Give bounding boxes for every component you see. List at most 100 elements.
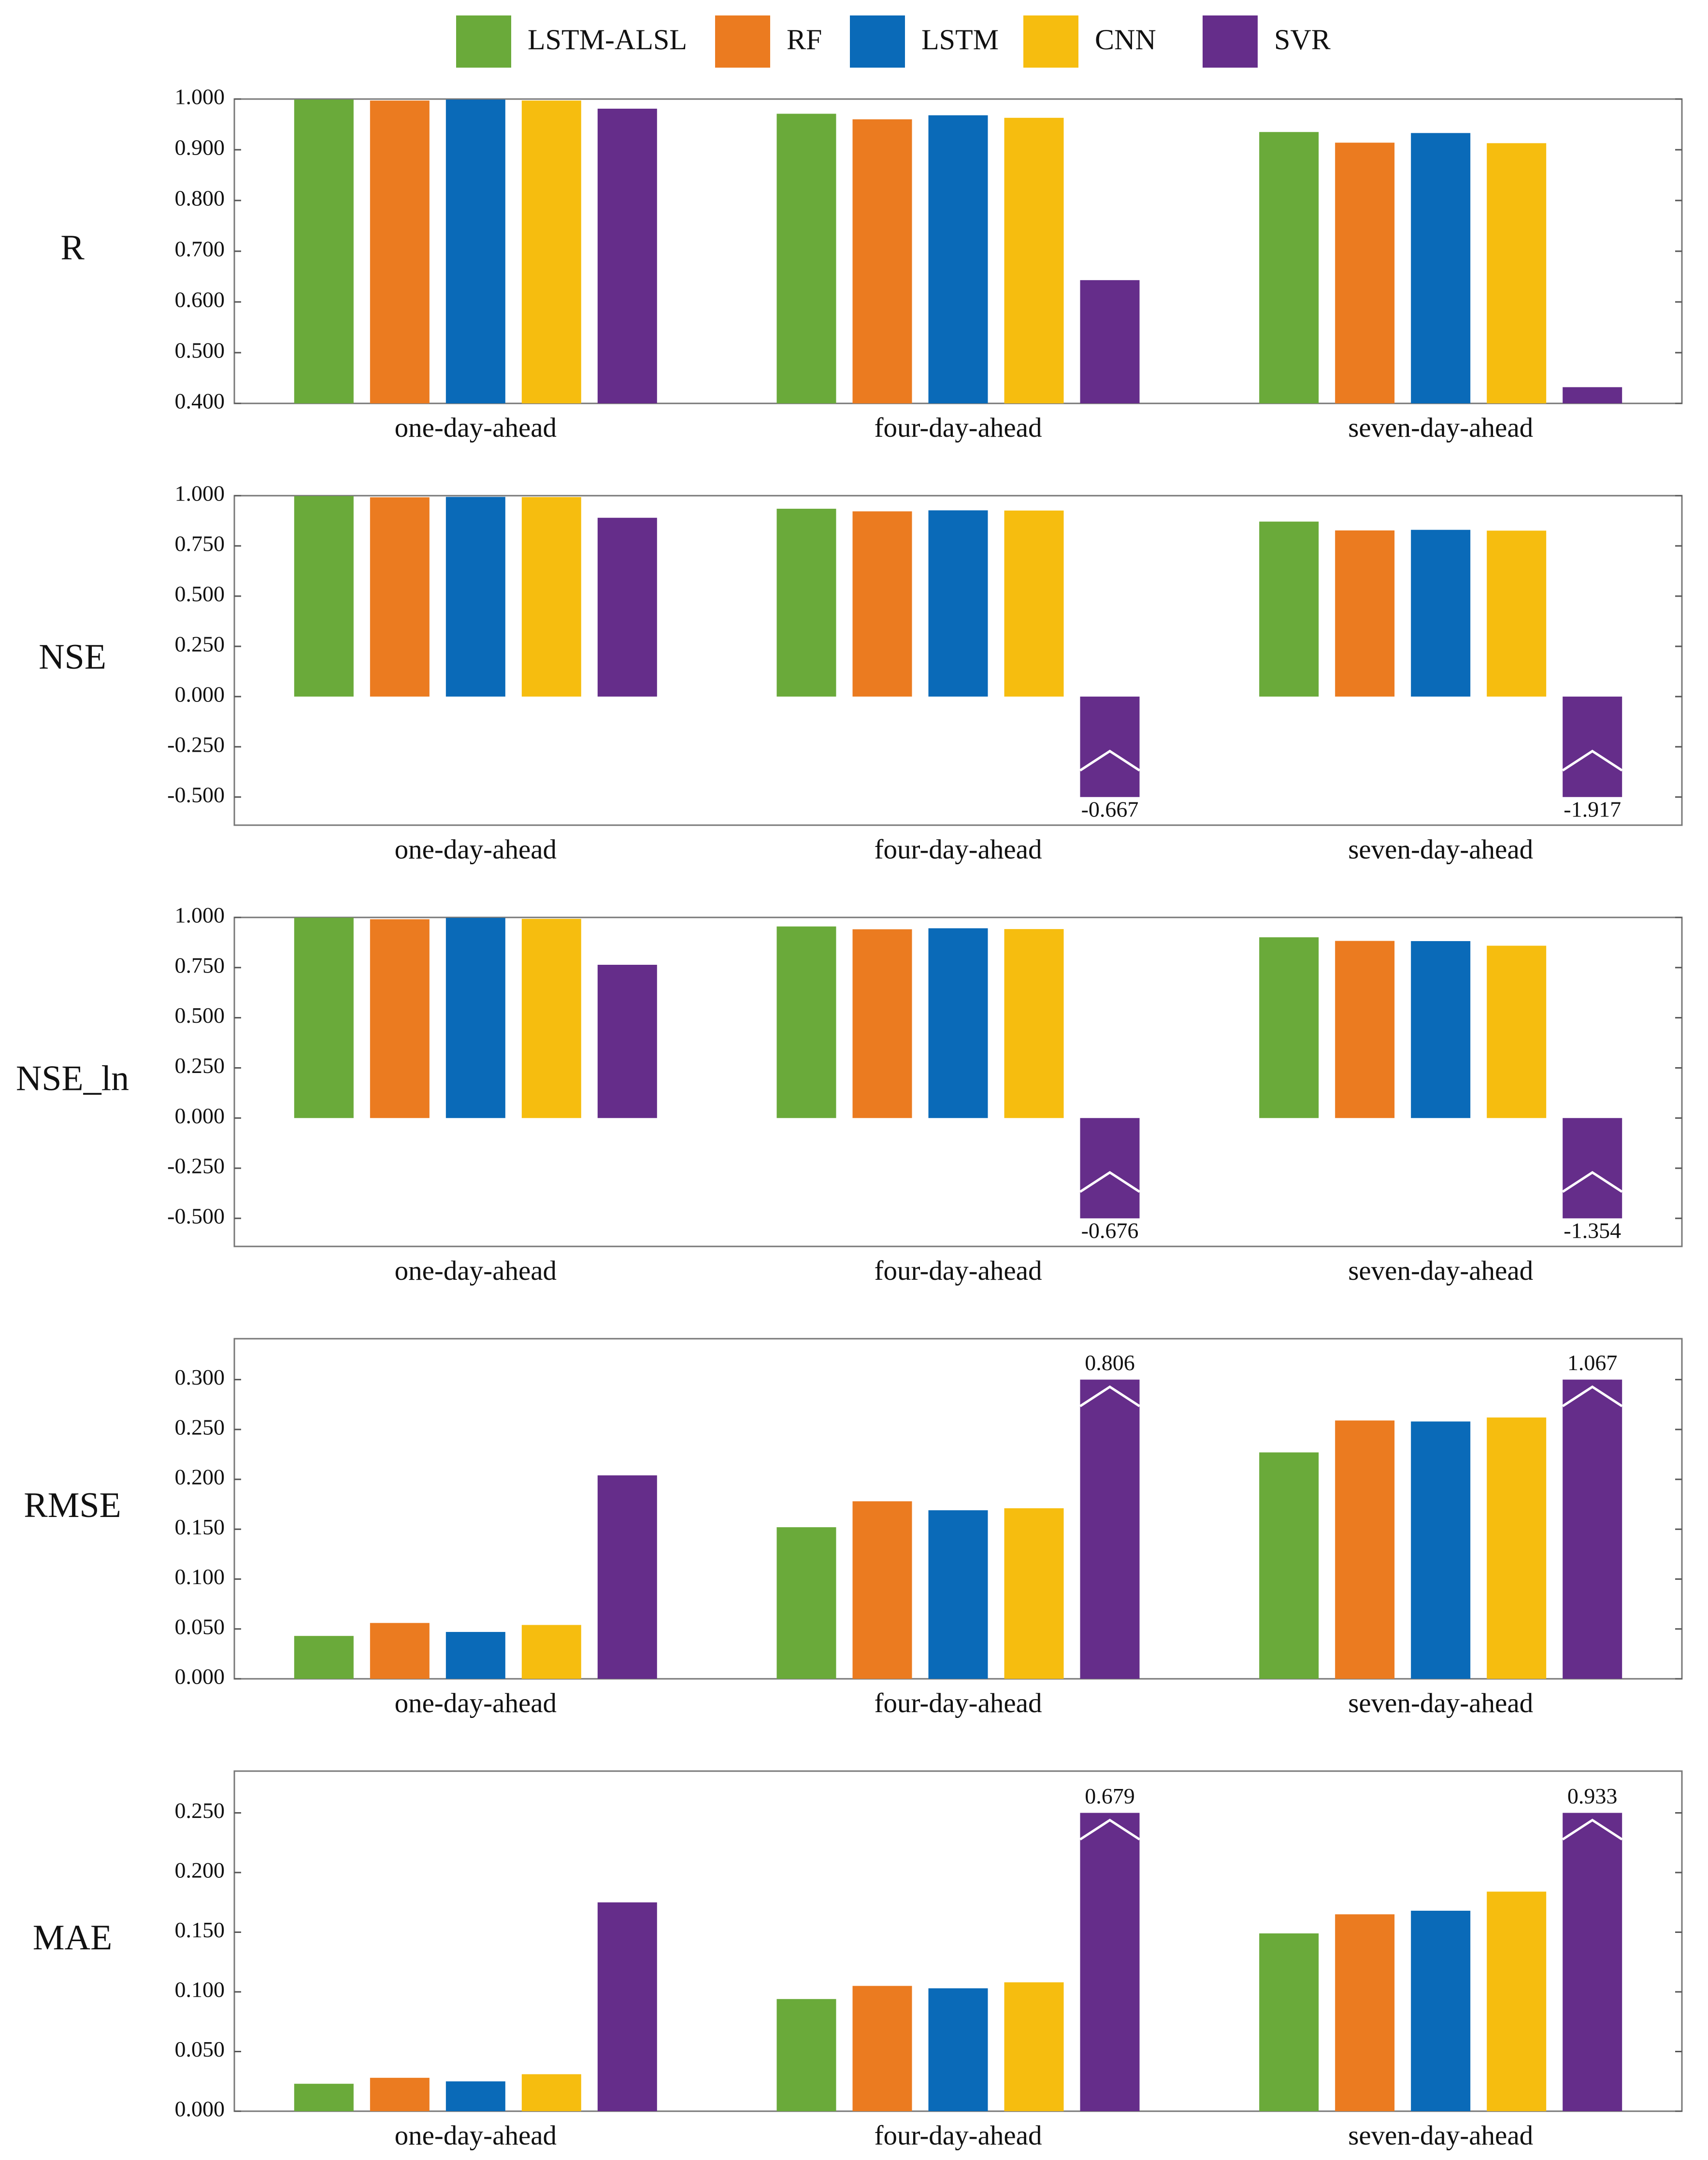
bar	[928, 1510, 988, 1679]
y-tick-label: 0.750	[175, 531, 225, 556]
legend-swatch	[715, 15, 770, 68]
x-tick-label: seven-day-ahead	[1348, 2120, 1533, 2151]
bar	[1487, 1891, 1547, 2111]
bar	[294, 1636, 354, 1679]
bar	[445, 917, 505, 1118]
bar	[1563, 696, 1622, 797]
y-tick-label: 0.000	[175, 1664, 225, 1689]
legend-label: LSTM	[921, 24, 999, 56]
bar	[1563, 1379, 1622, 1679]
bar	[597, 108, 657, 403]
legend-label: LSTM-ALSL	[528, 24, 687, 56]
axis-break	[1079, 1385, 1140, 1407]
bar	[1411, 1421, 1471, 1679]
axis-break	[1562, 749, 1623, 772]
legend-swatch	[1203, 15, 1258, 68]
bar	[1411, 529, 1471, 697]
legend-swatch	[456, 15, 511, 68]
bar	[445, 1631, 505, 1679]
bar	[370, 2077, 430, 2111]
x-tick-label: one-day-ahead	[395, 413, 557, 443]
x-tick-label: seven-day-ahead	[1348, 1688, 1533, 1718]
bar	[521, 918, 581, 1118]
bar	[1004, 1508, 1064, 1679]
bar	[1563, 1118, 1622, 1218]
y-tick-label: 0.250	[175, 1798, 225, 1823]
y-tick-label: 0.900	[175, 135, 225, 160]
y-tick-label: 0.100	[175, 1977, 225, 2002]
bar	[1487, 530, 1547, 697]
bar	[370, 919, 430, 1118]
bar	[1335, 530, 1395, 697]
axis-break	[1562, 1385, 1623, 1407]
bar	[1335, 143, 1395, 403]
legend-label: CNN	[1095, 24, 1156, 56]
y-axis-label: MAE	[33, 1918, 112, 1958]
y-tick-label: -0.250	[167, 1154, 225, 1178]
plot-frame	[233, 916, 1683, 1247]
x-tick-label: one-day-ahead	[395, 1256, 557, 1286]
value-label: 0.806	[1085, 1350, 1135, 1375]
y-tick-label: 0.150	[175, 1515, 225, 1539]
x-tick-label: four-day-ahead	[875, 1256, 1042, 1286]
bar	[776, 1999, 836, 2111]
axis-break	[1562, 1818, 1623, 1841]
x-tick-label: one-day-ahead	[395, 1688, 557, 1718]
bar	[370, 497, 430, 697]
bar	[521, 497, 581, 697]
bar	[597, 1475, 657, 1679]
legend-label: RF	[787, 24, 822, 56]
y-axis-label: NSE	[39, 637, 106, 677]
bar	[1259, 1452, 1319, 1679]
y-tick-label: 0.000	[175, 682, 225, 706]
bar	[294, 917, 354, 1118]
bar	[1563, 387, 1622, 403]
bar	[1080, 696, 1140, 797]
bar	[852, 511, 912, 697]
y-tick-label: 0.000	[175, 1103, 225, 1128]
bar	[852, 1986, 912, 2111]
y-axis-label: RMSE	[24, 1486, 121, 1525]
y-tick-label: 0.500	[175, 1003, 225, 1028]
x-tick-label: one-day-ahead	[395, 2120, 557, 2151]
bar	[852, 1501, 912, 1679]
bar	[1004, 1982, 1064, 2111]
bar	[776, 509, 836, 697]
bar	[1080, 1118, 1140, 1218]
bar	[1004, 929, 1064, 1118]
axis-break	[1079, 749, 1140, 772]
y-tick-label: 0.750	[175, 953, 225, 977]
bar	[1411, 941, 1471, 1118]
y-tick-label: 0.250	[175, 631, 225, 656]
bar	[597, 517, 657, 697]
bar	[928, 510, 988, 697]
y-tick-label: 0.700	[175, 237, 225, 261]
bar	[852, 119, 912, 403]
y-tick-label: -0.250	[167, 732, 225, 757]
y-tick-label: 0.300	[175, 1365, 225, 1389]
value-label: 0.933	[1567, 1784, 1618, 1808]
y-tick-label: 0.250	[175, 1415, 225, 1439]
axis-break	[1079, 1818, 1140, 1841]
y-tick-label: -0.500	[167, 782, 225, 807]
y-axis-label: R	[60, 228, 85, 268]
axis-break	[1079, 1171, 1140, 1193]
bar	[1335, 1420, 1395, 1679]
bar	[928, 1988, 988, 2111]
bar	[1080, 1813, 1140, 2111]
bar	[294, 2084, 354, 2111]
legend-swatch	[1023, 15, 1078, 68]
bar	[1004, 117, 1064, 404]
axis-break	[1562, 1171, 1623, 1193]
bar	[928, 115, 988, 404]
bar	[1259, 1933, 1319, 2111]
bar	[1335, 1914, 1395, 2111]
y-tick-label: 0.800	[175, 186, 225, 211]
x-tick-label: seven-day-ahead	[1348, 413, 1533, 443]
y-tick-label: 0.250	[175, 1053, 225, 1078]
bar	[1259, 937, 1319, 1118]
x-tick-label: seven-day-ahead	[1348, 1256, 1533, 1286]
legend-label: SVR	[1274, 24, 1331, 56]
x-tick-label: four-day-ahead	[875, 834, 1042, 865]
y-tick-label: -0.500	[167, 1203, 225, 1228]
